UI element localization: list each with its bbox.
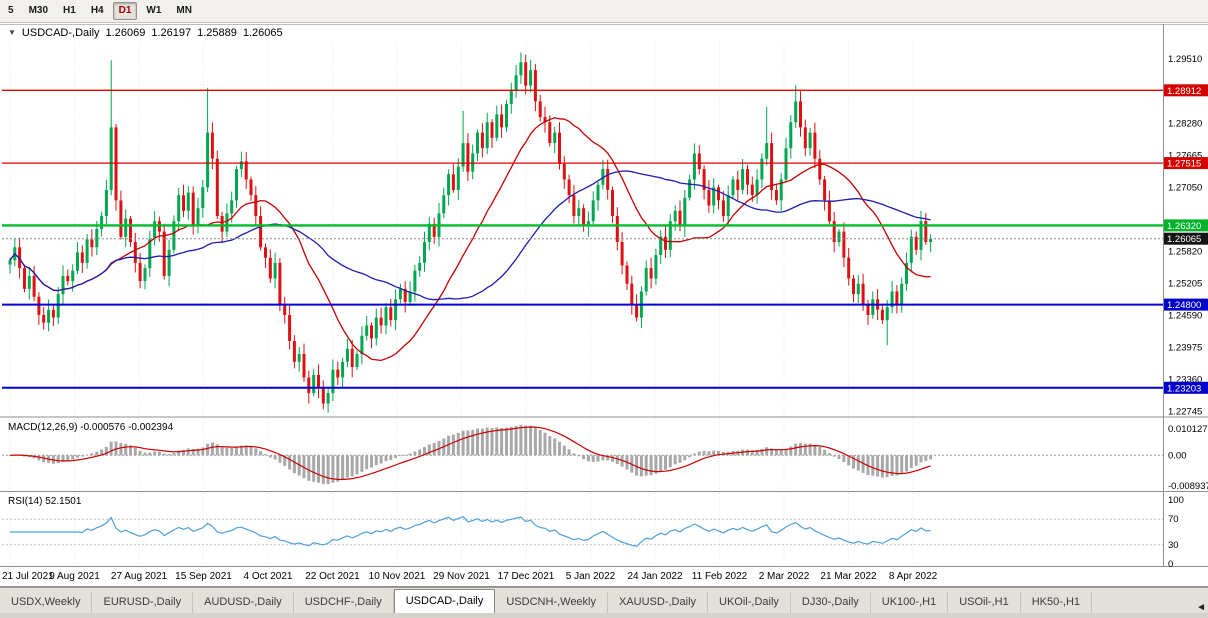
chart-tab-dj30-daily[interactable]: DJ30-,Daily — [791, 592, 871, 613]
svg-text:1.23203: 1.23203 — [1167, 383, 1201, 394]
status-bar-edge — [0, 613, 1208, 618]
price-axis-label: 1.25205 — [1168, 279, 1202, 290]
price-axis-label: 1.23360 — [1168, 375, 1202, 386]
rsi-axis-30: 30 — [1168, 540, 1179, 551]
date-label: 21 Mar 2022 — [820, 571, 877, 582]
date-label: 8 Apr 2022 — [889, 571, 938, 582]
chart-tab-usdcad-daily[interactable]: USDCAD-,Daily — [393, 589, 496, 614]
price-badge: 1.26320 — [1164, 219, 1208, 232]
timeframe-button-5[interactable]: 5 — [8, 5, 14, 16]
macd-axis-zero: 0.00 — [1168, 450, 1187, 461]
rsi-axis-100: 100 — [1168, 495, 1184, 506]
ohlc-high: 1.26197 — [151, 27, 192, 39]
timeframe-button-m30[interactable]: M30 — [28, 5, 49, 16]
chart-tab-eurusd-daily[interactable]: EURUSD-,Daily — [92, 592, 194, 613]
ohlc-close: 1.26065 — [242, 27, 283, 39]
price-axis-label: 1.22745 — [1168, 407, 1202, 418]
price-badge: 1.23203 — [1164, 381, 1208, 394]
chart-tab-usoil-h1[interactable]: USOil-,H1 — [948, 592, 1021, 613]
date-label: 15 Sep 2021 — [175, 571, 232, 582]
macd-axis-min: -0.008937 — [1168, 481, 1208, 492]
price-axis-label: 1.28280 — [1168, 118, 1202, 129]
ohlc-low: 1.25889 — [197, 27, 237, 39]
chart-symbol-period: USDCAD-,Daily — [21, 27, 100, 39]
date-label: 22 Oct 2021 — [305, 571, 360, 582]
chart-tab-audusd-daily[interactable]: AUDUSD-,Daily — [193, 592, 294, 613]
svg-text:1.26065: 1.26065 — [1167, 234, 1201, 245]
date-label: 4 Oct 2021 — [244, 571, 293, 582]
svg-text:1.28912: 1.28912 — [1167, 86, 1201, 97]
timeframe-button-h4[interactable]: H4 — [90, 5, 104, 16]
price-axis-label: 1.23975 — [1168, 343, 1202, 354]
date-label: 27 Aug 2021 — [111, 571, 168, 582]
price-axis-label: 1.29510 — [1168, 54, 1202, 65]
timeframe-button-d1[interactable]: D1 — [112, 2, 138, 20]
chart-tab-usdcnh-weekly[interactable]: USDCNH-,Weekly — [495, 592, 608, 613]
moving-average-blue — [9, 170, 931, 301]
price-axis-label: 1.27050 — [1168, 182, 1202, 193]
moving-average-red — [9, 117, 931, 362]
chart-tab-ukoil-daily[interactable]: UKOil-,Daily — [708, 592, 791, 613]
price-badge: 1.28912 — [1164, 84, 1208, 97]
macd-label: MACD(12,26,9) -0.000576 -0.002394 — [8, 422, 174, 433]
date-label: 10 Nov 2021 — [369, 571, 426, 582]
price-badge: 1.24800 — [1164, 298, 1208, 311]
svg-text:1.26320: 1.26320 — [1167, 221, 1201, 232]
date-label: 17 Dec 2021 — [498, 571, 555, 582]
date-label: 24 Jan 2022 — [627, 571, 682, 582]
timeframe-button-mn[interactable]: MN — [176, 5, 192, 16]
price-axis-label: 1.25820 — [1168, 246, 1202, 257]
chart-title-bar: ▼ USDCAD-,Daily 1.26069 1.26197 1.25889 … — [8, 27, 283, 39]
date-label: 11 Feb 2022 — [692, 571, 748, 582]
date-label: 2 Mar 2022 — [759, 571, 810, 582]
price-axis-label: 1.27665 — [1168, 150, 1202, 161]
macd-signal-line — [9, 426, 931, 481]
price-axis-label: 1.24590 — [1168, 311, 1202, 322]
date-label: 29 Nov 2021 — [433, 571, 490, 582]
chart-tab-xauusd-daily[interactable]: XAUUSD-,Daily — [608, 592, 709, 613]
date-label: 21 Jul 2021 — [2, 571, 54, 582]
rsi-axis-0: 0 — [1168, 559, 1173, 570]
date-label: 5 Jan 2022 — [566, 571, 616, 582]
rsi-label: RSI(14) 52.1501 — [8, 496, 82, 507]
svg-text:1.24800: 1.24800 — [1167, 300, 1201, 311]
chart-tab-usdx-weekly[interactable]: USDX,Weekly — [0, 592, 93, 613]
date-label: 9 Aug 2021 — [49, 571, 100, 582]
tabs-scroll-left-icon[interactable]: ◄ — [1196, 602, 1206, 613]
chart-tab-usdchf-daily[interactable]: USDCHF-,Daily — [294, 592, 394, 613]
price-badge: 1.26065 — [1164, 232, 1208, 245]
ohlc-open: 1.26069 — [105, 27, 146, 39]
chart-tab-hk50-h1[interactable]: HK50-,H1 — [1021, 592, 1093, 613]
timeframe-button-w1[interactable]: W1 — [146, 5, 162, 16]
candlestick-series — [8, 52, 933, 413]
timeframe-toolbar: 5 M30 H1 H4 D1 W1 MN — [0, 0, 1208, 23]
timeframe-button-h1[interactable]: H1 — [63, 5, 76, 16]
rsi-line — [10, 516, 931, 547]
chart-collapse-icon[interactable]: ▼ — [8, 27, 16, 37]
macd-axis-max: 0.010127 — [1168, 424, 1208, 435]
chart-tab-uk100-h1[interactable]: UK100-,H1 — [871, 592, 949, 613]
rsi-axis-70: 70 — [1168, 514, 1179, 525]
chart-tab-bar: USDX,Weekly EURUSD-,Daily AUDUSD-,Daily USD… — [0, 587, 1208, 614]
price-badge: 1.27515 — [1164, 157, 1208, 170]
svg-text:1.27515: 1.27515 — [1167, 159, 1201, 170]
